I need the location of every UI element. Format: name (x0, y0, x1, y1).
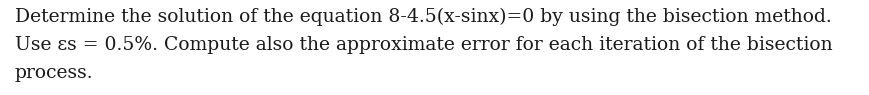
Text: Use εs = 0.5%. Compute also the approximate error for each iteration of the bise: Use εs = 0.5%. Compute also the approxim… (15, 36, 833, 54)
Text: process.: process. (15, 64, 94, 82)
Text: Determine the solution of the equation 8-4.5(x-sinx)=0 by using the bisection me: Determine the solution of the equation 8… (15, 8, 832, 26)
